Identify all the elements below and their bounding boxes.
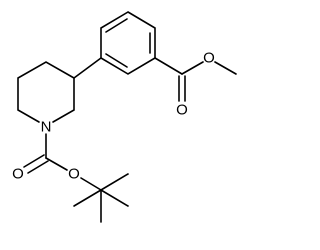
bond [214, 61, 237, 75]
bond [80, 177, 102, 191]
bond [100, 189, 129, 207]
bond [154, 57, 183, 75]
bond [100, 173, 129, 191]
double-bond [105, 53, 128, 68]
atom-label: O [68, 166, 80, 183]
atom-label: O [176, 102, 188, 119]
bond [45, 157, 68, 171]
double-bond [105, 18, 128, 33]
double-bond [23, 154, 45, 168]
bond [73, 189, 102, 207]
atom-label: O [12, 166, 24, 183]
molecule-diagram: O O N O O [12, 11, 237, 223]
bond [181, 61, 204, 75]
bonds [17, 11, 237, 223]
atom-labels: O O N O O [12, 50, 215, 183]
benzene-ring [100, 11, 156, 75]
piperidine-ring [17, 61, 75, 123]
atom-label: N [41, 119, 52, 136]
bond [73, 57, 102, 79]
double-bond [27, 160, 49, 174]
atom-label: O [203, 50, 215, 67]
